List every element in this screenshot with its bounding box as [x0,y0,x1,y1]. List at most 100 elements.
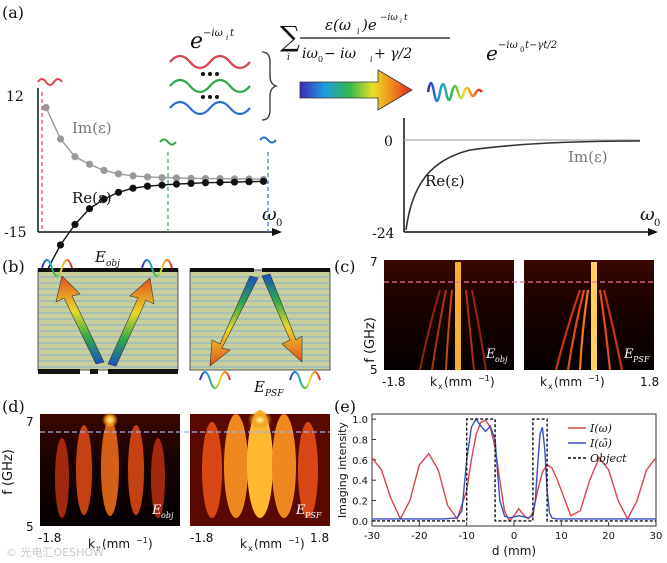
panel-e-label: (e) [334,397,356,416]
a-sum-formula: ∑ i ε(ω i )e −iω i t iω 0 − iω i + γ/2 [280,13,450,64]
d-x-label-2-sup: −1 [288,536,300,545]
a-formula-den-end: + γ/2 [374,46,412,62]
a-exp-right-base: e [486,41,498,65]
a-im-series-point [187,174,195,182]
d-x-label-1-sup: −1 [136,536,148,545]
a-right-y-zero: 0 [384,134,393,150]
a-im-series-point [56,135,65,143]
a-exp-left-sup-t: t [230,28,235,39]
a-brace [261,51,279,121]
d-x-label-1: k x (mm −1 ) [88,536,153,553]
a-formula-den-0: 0 [318,55,323,64]
d-map-psf-lobe [272,414,296,518]
a-right-re-curve [405,140,641,231]
b-left-wave-icon [41,259,73,277]
a-formula-num-rest: )e [361,16,377,34]
c-map-psf-branch [566,289,586,371]
b-right-arrow-down-left [209,275,259,367]
e-series-lines [371,417,657,523]
a-im-series-point [85,160,94,168]
c-map-psf-bg [524,260,654,370]
e-series-object [372,418,656,522]
e-y-tick-label: 1.0 [352,415,368,426]
a-im-series-point [100,166,108,175]
a-right-x-arrowhead [648,228,658,236]
a-formula-num-sup-sub: i [400,18,402,25]
d-map-obj-lobe [151,438,165,518]
d-map-psf-tag: E [295,503,306,518]
a-im-series-point [158,174,166,182]
a-im-series-point [71,153,79,161]
c-map-psf-beam [591,262,597,370]
a-exp-left-base: e [190,29,203,54]
c-x-label-1-close: ) [490,375,495,389]
b-right-wave-icon [289,371,321,389]
a-left-y-top-label: 12 [6,89,24,105]
b-left-bottom-plate [108,369,178,374]
a-re-series-point [100,195,108,203]
a-left-re-label: Re(ε) [72,189,112,207]
c-map-psf-branch [602,289,624,371]
b-eobj-label: E [94,248,106,266]
b-epsf-label: E [253,378,265,396]
b-left-bottom-plate [90,369,98,374]
a-epsilon-curves [42,103,268,276]
c-map-obj-branch [465,289,475,371]
d-map-psf-hotspot [248,410,272,430]
c-map-obj-tag: E [485,347,496,362]
a-right-re-label: Re(ε) [425,172,465,190]
a-exp-right-sup-sub: 0 [520,46,524,54]
c-map-obj-branch [471,289,487,371]
c-x-label-2-mm: (mm [554,375,582,389]
d-map-obj-lobe [128,425,144,515]
b-left-arrow-up-right [107,277,155,367]
e-legend-black-label: Object [590,452,627,465]
e-ylabel: Imaging intensity [336,422,349,518]
d-y-label: f (GHz) [1,449,16,495]
d-map-obj-lobe [101,420,119,516]
c-x-label-1-mm: (mm [444,375,472,389]
d-x-left: -1.8 [38,531,61,545]
a-left-y-bottom-label: -15 [4,225,27,241]
c-map-obj-tag-sub: obj [495,355,508,364]
e-x-tick-label: 0 [511,531,517,542]
panel-c-label: (c) [334,257,355,276]
d-map-obj-lobe [55,438,69,518]
d-x-label-2-mm: (mm [254,537,282,551]
a-re-series-point [158,181,166,189]
c-map-psf-branch [578,289,590,371]
c-x-left: -1.8 [382,375,405,389]
e-series-i-omega [371,419,657,523]
a-left-x-arrowhead [272,228,282,236]
a-blue-wave [169,100,251,116]
a-left-im-label: Im(ε) [72,119,112,137]
a-re-series-line [45,180,264,273]
a-red-wave [169,54,251,70]
e-x-tick-label: 10 [555,531,568,542]
panel-b-right-slab: E PSF [189,268,331,399]
e-y-tick-label: 0.8 [352,435,368,446]
a-re-series-point [85,205,94,213]
a-re-series-point [143,182,152,190]
c-x-label-1-sup: −1 [478,374,490,383]
e-x-tick-label: 30 [650,531,663,542]
d-map-obj-tag: E [151,503,162,518]
a-formula-sum-sub: i [287,53,290,63]
c-x-label-2-close: ) [600,375,605,389]
d-x-label-2: -1.8 k x (mm −1 ) [190,531,305,553]
a-formula-num: ε(ω [325,16,351,34]
a-re-series-point [172,180,181,188]
e-legend-red-label: I(ω) [589,422,612,435]
e-y-tick-label: 0.0 [352,517,368,528]
a-im-series-point [42,103,50,112]
b-left-slab-body [37,269,179,371]
b-left-bottom-plate [38,369,80,374]
c-x-label-1-sub: x [438,382,443,391]
c-map-psf-branch [598,289,612,371]
a-left-x-axis-omega: ω [262,204,277,225]
b-right-wave-icon [199,371,231,389]
e-legend: I(ω) I(ω̃) Object [568,422,627,465]
d-map-psf: E PSF [190,410,330,526]
b-eobj-label-sub: obj [106,259,120,269]
a-im-series-point [129,172,137,180]
